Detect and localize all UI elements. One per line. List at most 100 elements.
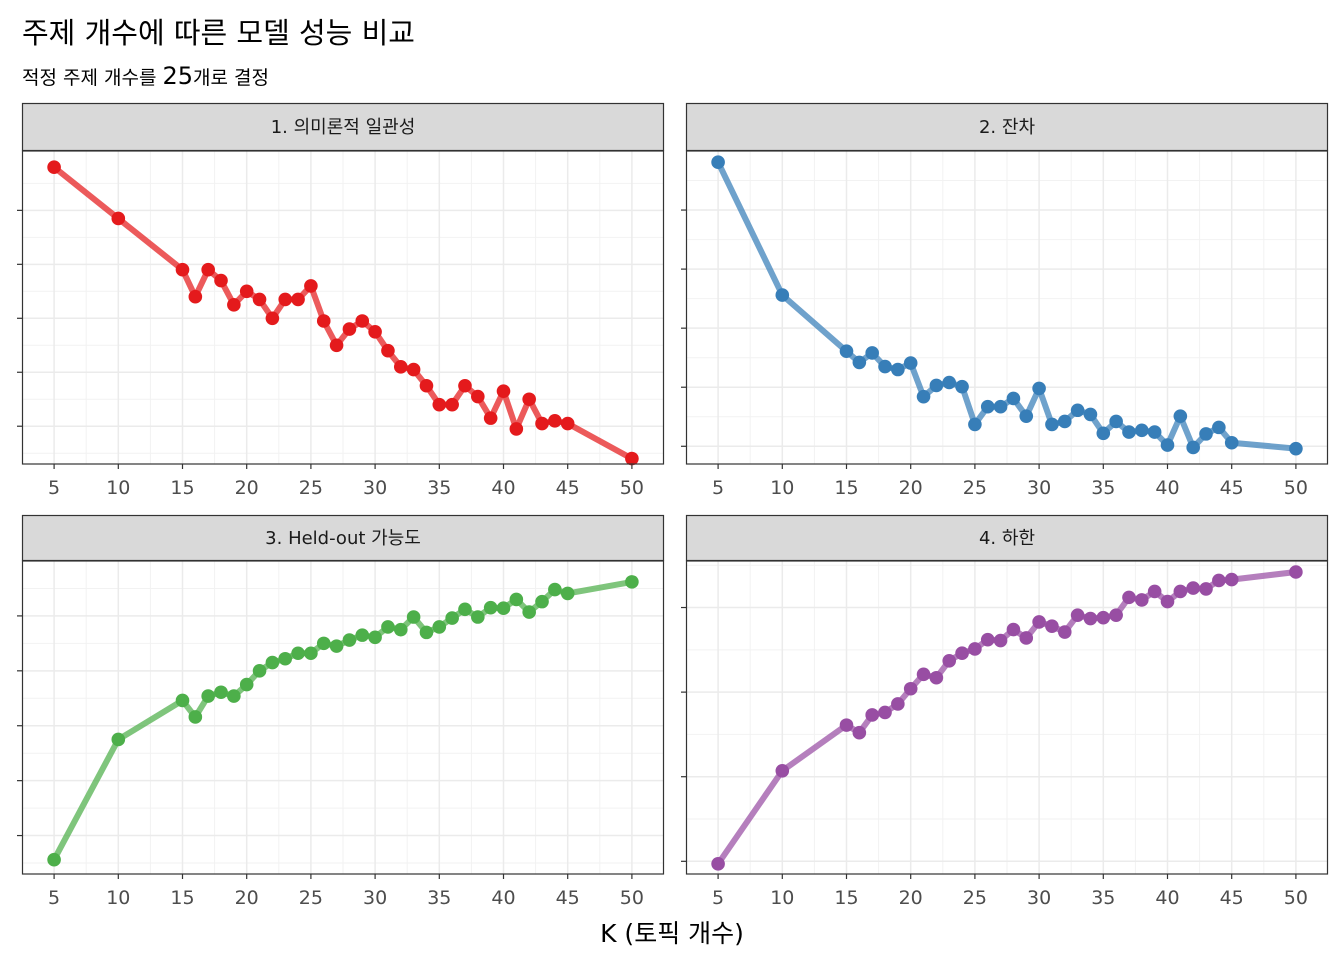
- data-point: [188, 710, 203, 724]
- data-point: [993, 633, 1008, 648]
- data-point: [625, 575, 639, 589]
- data-point: [1135, 593, 1149, 607]
- data-point: [406, 610, 421, 624]
- x-tick-label: 10: [770, 477, 794, 499]
- x-tick-label: 45: [556, 477, 580, 499]
- data-point: [891, 697, 905, 711]
- data-point: [445, 397, 459, 412]
- data-point: [496, 601, 511, 616]
- data-point: [1212, 420, 1226, 435]
- data-point: [775, 763, 790, 778]
- x-tick-label: 5: [48, 887, 60, 909]
- data-point: [201, 689, 215, 703]
- data-point: [891, 362, 905, 377]
- panel-title: 4. 하한: [979, 528, 1035, 549]
- data-point: [839, 718, 854, 732]
- data-point: [955, 646, 969, 661]
- data-point: [201, 262, 215, 277]
- x-tick-label: 20: [235, 477, 259, 499]
- x-tick-label: 35: [1091, 477, 1115, 499]
- data-point: [548, 582, 562, 597]
- chart-subtitle: 적정 주제 개수를 25개로 결정: [22, 62, 269, 90]
- subtitle-prefix: 적정 주제 개수를: [22, 67, 163, 89]
- data-point: [865, 708, 879, 722]
- data-point: [852, 355, 867, 370]
- data-point: [304, 646, 318, 661]
- data-point: [419, 625, 434, 640]
- data-point: [355, 628, 370, 642]
- data-point: [393, 360, 408, 374]
- data-point: [903, 681, 918, 696]
- data-point: [1045, 619, 1059, 633]
- x-tick-label: 25: [299, 477, 323, 499]
- data-point: [316, 636, 331, 651]
- data-point: [304, 279, 318, 293]
- x-tick-label: 40: [1155, 477, 1179, 499]
- data-point: [865, 346, 879, 360]
- data-point: [214, 273, 228, 288]
- panel-1: 1. 의미론적 일관성 5 10 15 20 25 30 35 40 45 50: [17, 102, 665, 499]
- data-point: [839, 344, 854, 359]
- data-point: [535, 416, 549, 431]
- data-point: [1032, 615, 1046, 629]
- data-point: [1109, 414, 1123, 429]
- data-point: [458, 378, 472, 393]
- data-point: [1160, 438, 1175, 452]
- data-point: [1109, 608, 1123, 622]
- x-tick-label: 15: [170, 887, 194, 909]
- data-point: [47, 852, 61, 867]
- panel-title: 3. Held-out 가능도: [265, 528, 421, 549]
- data-point: [1019, 631, 1034, 645]
- data-point: [522, 605, 536, 619]
- data-point: [1057, 414, 1072, 429]
- data-point: [278, 292, 293, 307]
- x-tick-label: 30: [363, 887, 387, 909]
- data-point: [419, 378, 434, 393]
- x-tick-label: 15: [170, 477, 194, 499]
- x-tick-label: 35: [1091, 887, 1115, 909]
- data-point: [1289, 565, 1303, 579]
- x-tick-label: 50: [1284, 887, 1308, 909]
- panel-4: 4. 하한 5 10 15 20 25 30 35 40 45 50: [681, 514, 1329, 909]
- x-tick-label: 45: [1220, 477, 1244, 499]
- data-point: [381, 620, 395, 634]
- x-tick-label: 45: [556, 887, 580, 909]
- data-point: [1199, 582, 1213, 596]
- x-tick-label: 10: [106, 887, 130, 909]
- data-point: [509, 422, 524, 436]
- data-point: [968, 417, 982, 432]
- data-point: [1083, 611, 1098, 626]
- x-tick-label: 5: [712, 887, 724, 909]
- data-point: [1173, 409, 1188, 423]
- data-point: [929, 670, 944, 685]
- data-point: [535, 594, 549, 609]
- data-point: [775, 288, 790, 302]
- data-point: [1186, 440, 1200, 455]
- data-point: [1122, 425, 1136, 439]
- data-point: [942, 654, 957, 668]
- data-point: [548, 414, 562, 428]
- data-point: [980, 399, 995, 414]
- data-point: [916, 667, 931, 682]
- x-tick-label: 40: [491, 477, 515, 499]
- data-point: [916, 389, 931, 404]
- data-point: [980, 632, 995, 647]
- data-point: [1006, 391, 1021, 406]
- x-tick-label: 35: [427, 477, 451, 499]
- data-point: [252, 292, 267, 307]
- data-point: [483, 600, 498, 615]
- panel-title: 1. 의미론적 일관성: [271, 117, 416, 138]
- data-point: [1212, 573, 1226, 588]
- data-point: [1083, 407, 1098, 422]
- data-point: [355, 314, 370, 328]
- subtitle-suffix: 개로 결정: [193, 67, 269, 89]
- data-point: [445, 611, 459, 625]
- x-tick-label: 50: [620, 477, 644, 499]
- data-point: [406, 362, 421, 377]
- data-point: [342, 633, 357, 647]
- data-point: [625, 451, 639, 466]
- data-point: [711, 857, 725, 871]
- data-point: [1070, 608, 1085, 622]
- data-point: [993, 399, 1008, 414]
- data-point: [1289, 441, 1303, 456]
